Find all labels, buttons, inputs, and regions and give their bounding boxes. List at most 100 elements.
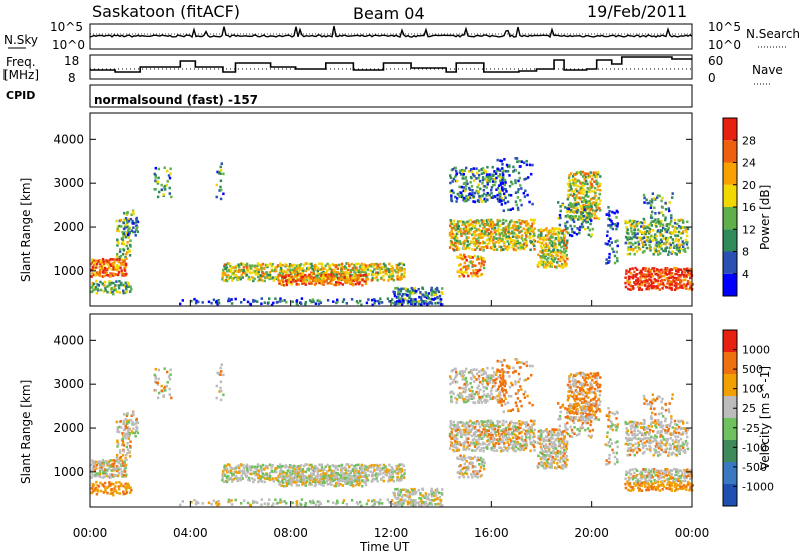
power-cell: [365, 275, 369, 278]
power-cell: [669, 274, 672, 277]
power-cell: [154, 176, 157, 179]
velocity-cell: [453, 423, 456, 427]
velocity-cell: [460, 435, 463, 439]
velocity-cell: [279, 468, 283, 471]
velocity-cell: [391, 467, 395, 471]
power-cell: [543, 261, 547, 264]
power-cell: [329, 276, 332, 279]
velocity-cell: [225, 476, 229, 480]
power-cell: [117, 229, 121, 233]
power-cell: [123, 274, 126, 277]
power-cell: [490, 225, 493, 228]
velocity-cell: [458, 441, 462, 444]
velocity-cell: [480, 401, 484, 404]
power-cell: [477, 257, 480, 261]
power-cell: [649, 248, 652, 252]
velocity-cell: [472, 437, 476, 441]
velocity-cell: [336, 499, 339, 503]
power-cell: [400, 277, 403, 280]
power-cell: [235, 264, 239, 268]
power-cell: [116, 273, 120, 277]
power-cell: [399, 290, 403, 293]
power-cell: [569, 201, 572, 205]
velocity-cell: [512, 422, 515, 425]
power-cell: [615, 227, 618, 231]
power-cell: [314, 268, 317, 271]
power-cell: [486, 173, 489, 176]
power-cell: [119, 254, 123, 258]
power-cell: [514, 200, 518, 203]
power-cell: [116, 229, 119, 232]
power-cell: [353, 270, 356, 274]
velocity-cell: [380, 468, 384, 471]
power-cell: [650, 234, 653, 238]
velocity-cell: [232, 473, 235, 476]
velocity-cell: [464, 388, 468, 392]
velocity-cell: [356, 502, 360, 506]
power-cell: [397, 263, 400, 267]
velocity-cell: [430, 490, 433, 493]
velocity-cell: [216, 371, 219, 375]
power-cell: [592, 212, 596, 215]
power-cell: [657, 240, 660, 244]
velocity-cell: [217, 500, 220, 503]
velocity-cell: [126, 452, 129, 455]
velocity-cell: [326, 478, 329, 481]
power-cell: [608, 259, 611, 263]
power-cell: [457, 247, 461, 251]
power-y-ticklabel-1: 2000: [53, 220, 84, 234]
velocity-cell: [514, 449, 517, 453]
velocity-cell: [489, 447, 493, 450]
power-cell: [434, 288, 437, 291]
velocity-cell: [112, 464, 115, 468]
power-cell: [420, 300, 424, 304]
power-cell: [642, 267, 645, 270]
velocity-cell: [500, 429, 503, 433]
power-cell: [649, 227, 652, 231]
power-cell: [477, 236, 480, 239]
power-cell: [106, 259, 109, 263]
power-cell: [579, 182, 582, 185]
power-cell: [658, 194, 661, 198]
velocity-cell: [532, 443, 535, 447]
power-cell: [665, 236, 668, 240]
power-cell: [252, 279, 255, 283]
power-cell: [296, 303, 299, 307]
velocity-cell: [482, 446, 486, 450]
velocity-cell: [279, 501, 282, 504]
power-cell: [473, 242, 476, 246]
power-cell: [90, 286, 94, 289]
velocity-cell: [124, 463, 128, 467]
power-cell: [504, 196, 507, 200]
power-cell: [427, 297, 430, 300]
power-cell: [154, 188, 157, 191]
velocity-cell: [477, 422, 481, 426]
power-cell: [100, 264, 103, 268]
velocity-cell: [318, 480, 321, 484]
power-cell: [328, 264, 332, 267]
velocity-cell: [520, 430, 523, 434]
velocity-cell: [260, 498, 263, 501]
velocity-cell: [448, 432, 452, 436]
power-cell: [670, 214, 673, 217]
velocity-cell: [402, 488, 405, 492]
power-cell: [304, 302, 307, 306]
power-cell: [474, 248, 477, 251]
velocity-cell: [413, 490, 417, 493]
velocity-cell: [335, 476, 339, 479]
power-cell: [556, 261, 559, 264]
power-cell: [268, 277, 271, 281]
velocity-cell: [463, 443, 466, 446]
power-cell: [478, 241, 481, 245]
power-cell: [559, 258, 562, 262]
power-cell: [132, 226, 135, 229]
velocity-cell: [295, 465, 299, 469]
power-cell: [644, 243, 647, 246]
velocity-cell: [111, 492, 114, 495]
power-cell: [459, 263, 462, 266]
power-cell: [116, 238, 119, 242]
power-cell: [228, 262, 231, 266]
power-cell: [341, 283, 344, 286]
velocity-cell: [488, 394, 491, 398]
velocity-cell: [264, 477, 267, 480]
